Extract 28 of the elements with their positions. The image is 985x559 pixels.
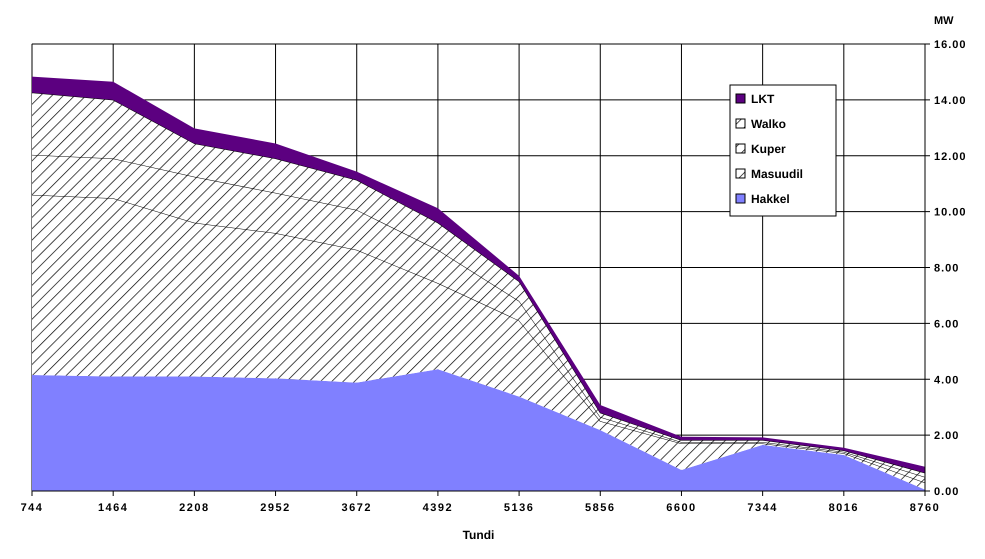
x-tick-label: 3672 [341,502,372,514]
x-tick-label: 8760 [910,502,940,514]
x-tick-label: 2952 [260,502,291,514]
x-tick-label: 744 [20,502,44,514]
x-tick-label: 2208 [179,502,210,514]
x-axis-title: Tundi [462,528,494,542]
y-tick-label: 4.00 [934,374,960,386]
x-tick-label: 5856 [585,502,616,514]
x-tick-label: 8016 [828,502,860,514]
y-tick-label: 12.00 [934,150,967,163]
x-tick-label: 1464 [98,502,128,514]
y-tick-label: 16.00 [934,39,967,51]
y-axis-title: MW [934,15,954,27]
legend-label: Masuudil [751,167,804,181]
legend-label: Kuper [751,142,786,156]
x-tick-label: 6600 [666,502,697,514]
x-tick-label: 4392 [422,502,454,514]
legend-label: Walko [751,117,786,131]
y-tick-label: 8.00 [934,262,960,274]
y-tick-label: 10.00 [934,206,967,219]
y-tick-label: 2.00 [934,430,960,442]
x-tick-label: 7344 [747,502,778,514]
y-tick-label: 0.00 [934,486,960,498]
legend-label: LKT [751,92,775,106]
x-tick-label: 5136 [504,502,534,514]
y-tick-label: 6.00 [934,318,960,330]
y-tick-label: 14.00 [934,94,967,107]
legend-label: Hakkel [751,192,790,206]
